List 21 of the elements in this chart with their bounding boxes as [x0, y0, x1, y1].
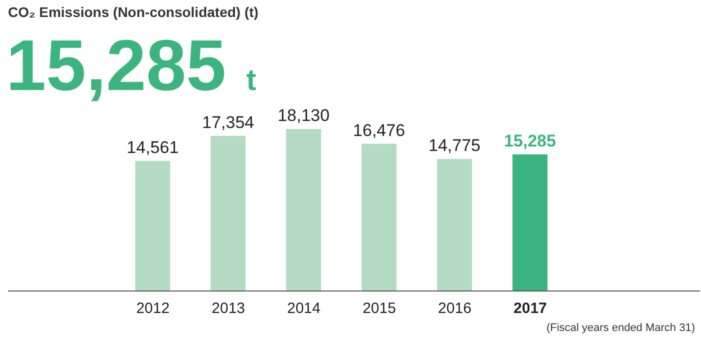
- x-tick-label: 2012: [136, 300, 170, 317]
- text: (Fiscal years ended March 31): [546, 322, 695, 334]
- bar: [286, 129, 322, 291]
- data-label: 16,476: [353, 120, 406, 140]
- text: 15,285 t: [6, 26, 256, 106]
- data-label: 18,130: [278, 106, 330, 125]
- data-label: 14,775: [428, 136, 481, 155]
- bar: [362, 144, 397, 291]
- bar: [135, 160, 170, 291]
- data-label: 15,285: [504, 131, 556, 150]
- x-tick-label: 2016: [438, 300, 472, 317]
- data-label: 17,354: [202, 112, 254, 132]
- x-tick-label: 2013: [212, 300, 246, 317]
- bar: [210, 136, 246, 291]
- bar: [512, 154, 548, 291]
- data-label: 14,561: [126, 138, 179, 157]
- x-tick-label: 2017: [514, 300, 547, 317]
- chart-title: CO₂ Emissions (Non-consolidated) (t): [8, 4, 258, 20]
- x-tick-label: 2014: [287, 300, 321, 317]
- bar: [437, 158, 472, 291]
- x-tick-label: 2015: [362, 300, 396, 317]
